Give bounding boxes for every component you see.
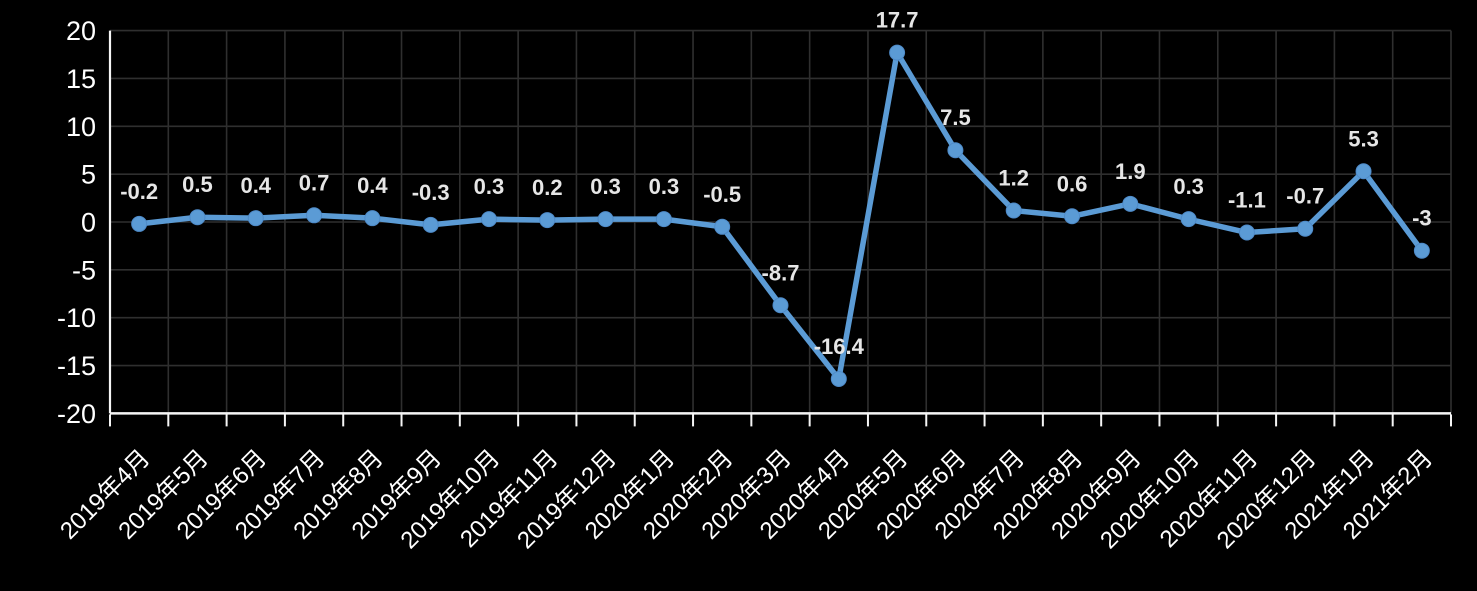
data-label: 0.3 [1173, 174, 1204, 199]
data-point-marker [1297, 220, 1314, 237]
data-point-marker [772, 297, 789, 314]
y-axis-tick-label: 20 [66, 16, 96, 46]
data-point-markers [131, 44, 1430, 387]
data-point-marker [1064, 208, 1081, 225]
data-label: 0.3 [649, 174, 680, 199]
data-label: -0.2 [120, 179, 158, 204]
data-point-marker [422, 216, 439, 233]
data-point-marker [889, 44, 906, 61]
y-axis-tick-label: 0 [81, 208, 96, 238]
data-label: 1.2 [998, 166, 1029, 191]
y-axis-tick-label: -5 [72, 255, 96, 285]
data-label: -0.7 [1286, 184, 1324, 209]
data-point-marker [480, 211, 497, 228]
data-label: 0.2 [532, 175, 563, 200]
data-point-marker [597, 211, 614, 228]
data-point-marker [539, 212, 556, 229]
y-axis-tick-label: -15 [57, 351, 96, 381]
data-series-line [136, 49, 1425, 382]
y-axis-tick-label: 15 [66, 64, 96, 94]
y-axis-tick-label: -20 [57, 399, 96, 429]
data-labels: -0.2 0.5 0.4 0.7 0.4 -0.3 0.3 0.2 0.3 0.3 -0.5 -8.7… [120, 8, 1431, 359]
data-point-marker [306, 207, 323, 224]
data-label: 0.3 [590, 174, 621, 199]
data-label: -3 [1412, 206, 1432, 231]
data-label: 17.7 [876, 8, 919, 33]
data-label: -0.3 [412, 180, 450, 205]
data-label: 0.6 [1057, 171, 1088, 196]
data-label: 0.5 [182, 172, 213, 197]
data-label: -1.1 [1228, 188, 1266, 213]
y-axis-tick-label: -10 [57, 303, 96, 333]
data-point-marker [1180, 211, 1197, 228]
data-point-marker [131, 215, 148, 232]
data-point-marker [714, 218, 731, 235]
data-label: -0.5 [703, 182, 741, 207]
y-axis-labels: 20 15 10 5 0 -5 -10 -15 -20 [57, 16, 96, 429]
data-label: 0.4 [240, 173, 271, 198]
data-point-marker [830, 370, 847, 387]
data-label: 0.3 [474, 174, 505, 199]
x-axis-ticks [109, 414, 1452, 427]
data-point-marker [1005, 202, 1022, 219]
y-axis-tick-label: 5 [81, 160, 96, 190]
data-point-marker [947, 142, 964, 159]
data-label: 1.9 [1115, 159, 1146, 184]
data-label: -8.7 [762, 260, 800, 285]
data-label: 0.7 [299, 170, 330, 195]
data-label: 0.4 [357, 173, 388, 198]
data-label: -16.4 [814, 334, 865, 359]
data-point-marker [364, 210, 381, 227]
y-axis-tick-label: 10 [66, 112, 96, 142]
data-point-marker [1355, 163, 1372, 180]
data-point-marker [655, 211, 672, 228]
data-point-marker [189, 209, 206, 226]
data-point-marker [1238, 224, 1255, 241]
data-point-marker [1413, 242, 1430, 259]
data-label: 5.3 [1348, 126, 1379, 151]
data-point-marker [247, 210, 264, 227]
x-axis-labels: 2019年4月2019年5月2019年6月2019年7月2019年8月2019年… [55, 445, 1438, 555]
data-label: 7.5 [940, 105, 971, 130]
data-point-marker [1122, 195, 1139, 212]
